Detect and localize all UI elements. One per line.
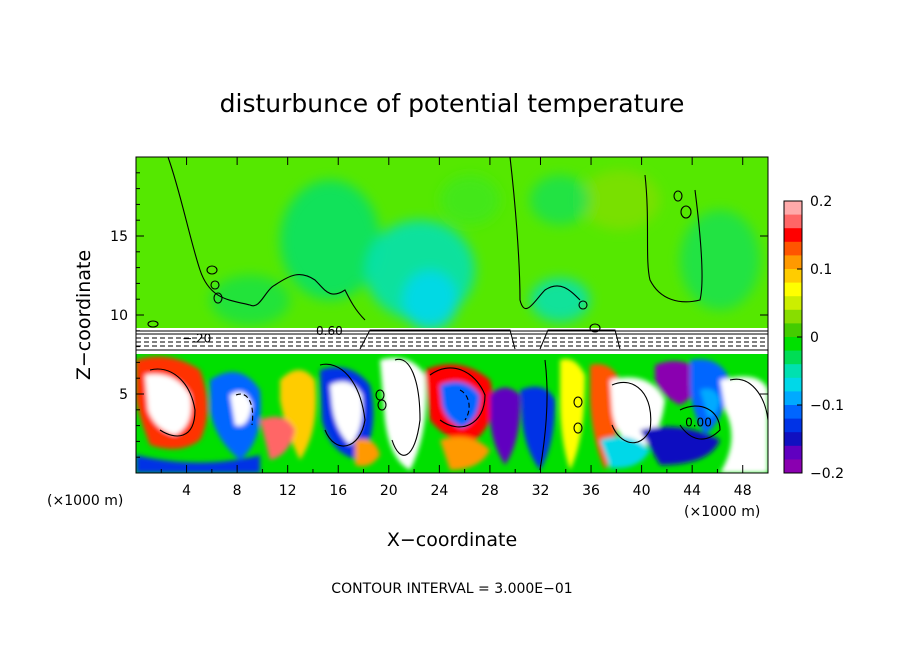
contour-labels: −.20 0.60 0.00	[182, 324, 712, 430]
colorbar-swatch	[784, 214, 802, 229]
footer-note: CONTOUR INTERVAL = 3.000E−01	[331, 581, 572, 597]
colorbar-swatch	[784, 269, 802, 284]
colorbar-tick-label: −0.2	[810, 466, 844, 482]
y-tick-label: 15	[110, 229, 128, 245]
x-tick-label: 36	[582, 483, 600, 499]
colorbar-tick-label: −0.1	[810, 398, 844, 414]
colorbar-swatch	[784, 282, 802, 297]
colorbar-tick-label: 0.1	[810, 262, 832, 278]
colorbar-swatch	[784, 296, 802, 311]
x-tick-label: 4	[182, 483, 191, 499]
y-tick-label: 10	[110, 308, 128, 324]
x-tick-label: 12	[279, 483, 297, 499]
colorbar-swatch	[784, 391, 802, 406]
y-tick-label: 5	[119, 387, 128, 403]
y-axis: 5 10 15	[110, 172, 768, 458]
colorbar-swatch	[784, 201, 802, 216]
colorbar-swatch	[784, 309, 802, 324]
x-axis: 4 8 12 16 20 24 28 32 36 40 44 48	[160, 157, 752, 499]
colorbar-swatch	[784, 255, 802, 270]
x-axis-label: X−coordinate	[387, 529, 517, 551]
contour-label: 0.00	[685, 415, 712, 429]
colorbar-swatch	[784, 445, 802, 460]
x-tick-label: 28	[481, 483, 499, 499]
colorbar-swatch	[784, 337, 802, 352]
colorbar-swatch	[784, 364, 802, 379]
x-tick-label: 48	[734, 483, 752, 499]
contour-label: −.20	[182, 332, 211, 346]
colorbar-swatch	[784, 459, 802, 474]
colorbar-swatch	[784, 432, 802, 447]
field-lower-eddies	[136, 356, 768, 473]
x-tick-label: 44	[683, 483, 701, 499]
x-tick-label: 20	[380, 483, 398, 499]
band-contours	[136, 329, 768, 351]
plot-area: −.20 0.60 0.00	[136, 157, 768, 473]
colorbar-tick-label: 0	[810, 330, 819, 346]
x-tick-label: 24	[430, 483, 448, 499]
x-tick-label: 40	[633, 483, 651, 499]
contour-label: 0.60	[316, 324, 343, 338]
colorbar-swatch	[784, 241, 802, 256]
x-unit-right: (×1000 m)	[684, 504, 760, 520]
x-unit-left: (×1000 m)	[47, 493, 123, 509]
x-tick-label: 16	[329, 483, 347, 499]
colorbar-ticks: 0.2 0.1 0 −0.1 −0.2	[797, 194, 844, 482]
colorbar-swatch	[784, 377, 802, 392]
colorbar-tick-label: 0.2	[810, 194, 832, 210]
lower-contours	[149, 358, 768, 471]
colorbar-swatch	[784, 350, 802, 365]
y-axis-label: Z−coordinate	[73, 250, 95, 380]
colorbar-swatch	[784, 323, 802, 338]
colorbar-swatch	[784, 418, 802, 433]
colorbar	[784, 201, 802, 474]
x-tick-label: 8	[233, 483, 242, 499]
colorbar-swatch	[784, 405, 802, 420]
x-tick-label: 32	[532, 483, 550, 499]
chart-title: disturbunce of potential temperature	[220, 89, 685, 118]
upper-contours	[147, 157, 703, 333]
colorbar-swatch	[784, 228, 802, 243]
